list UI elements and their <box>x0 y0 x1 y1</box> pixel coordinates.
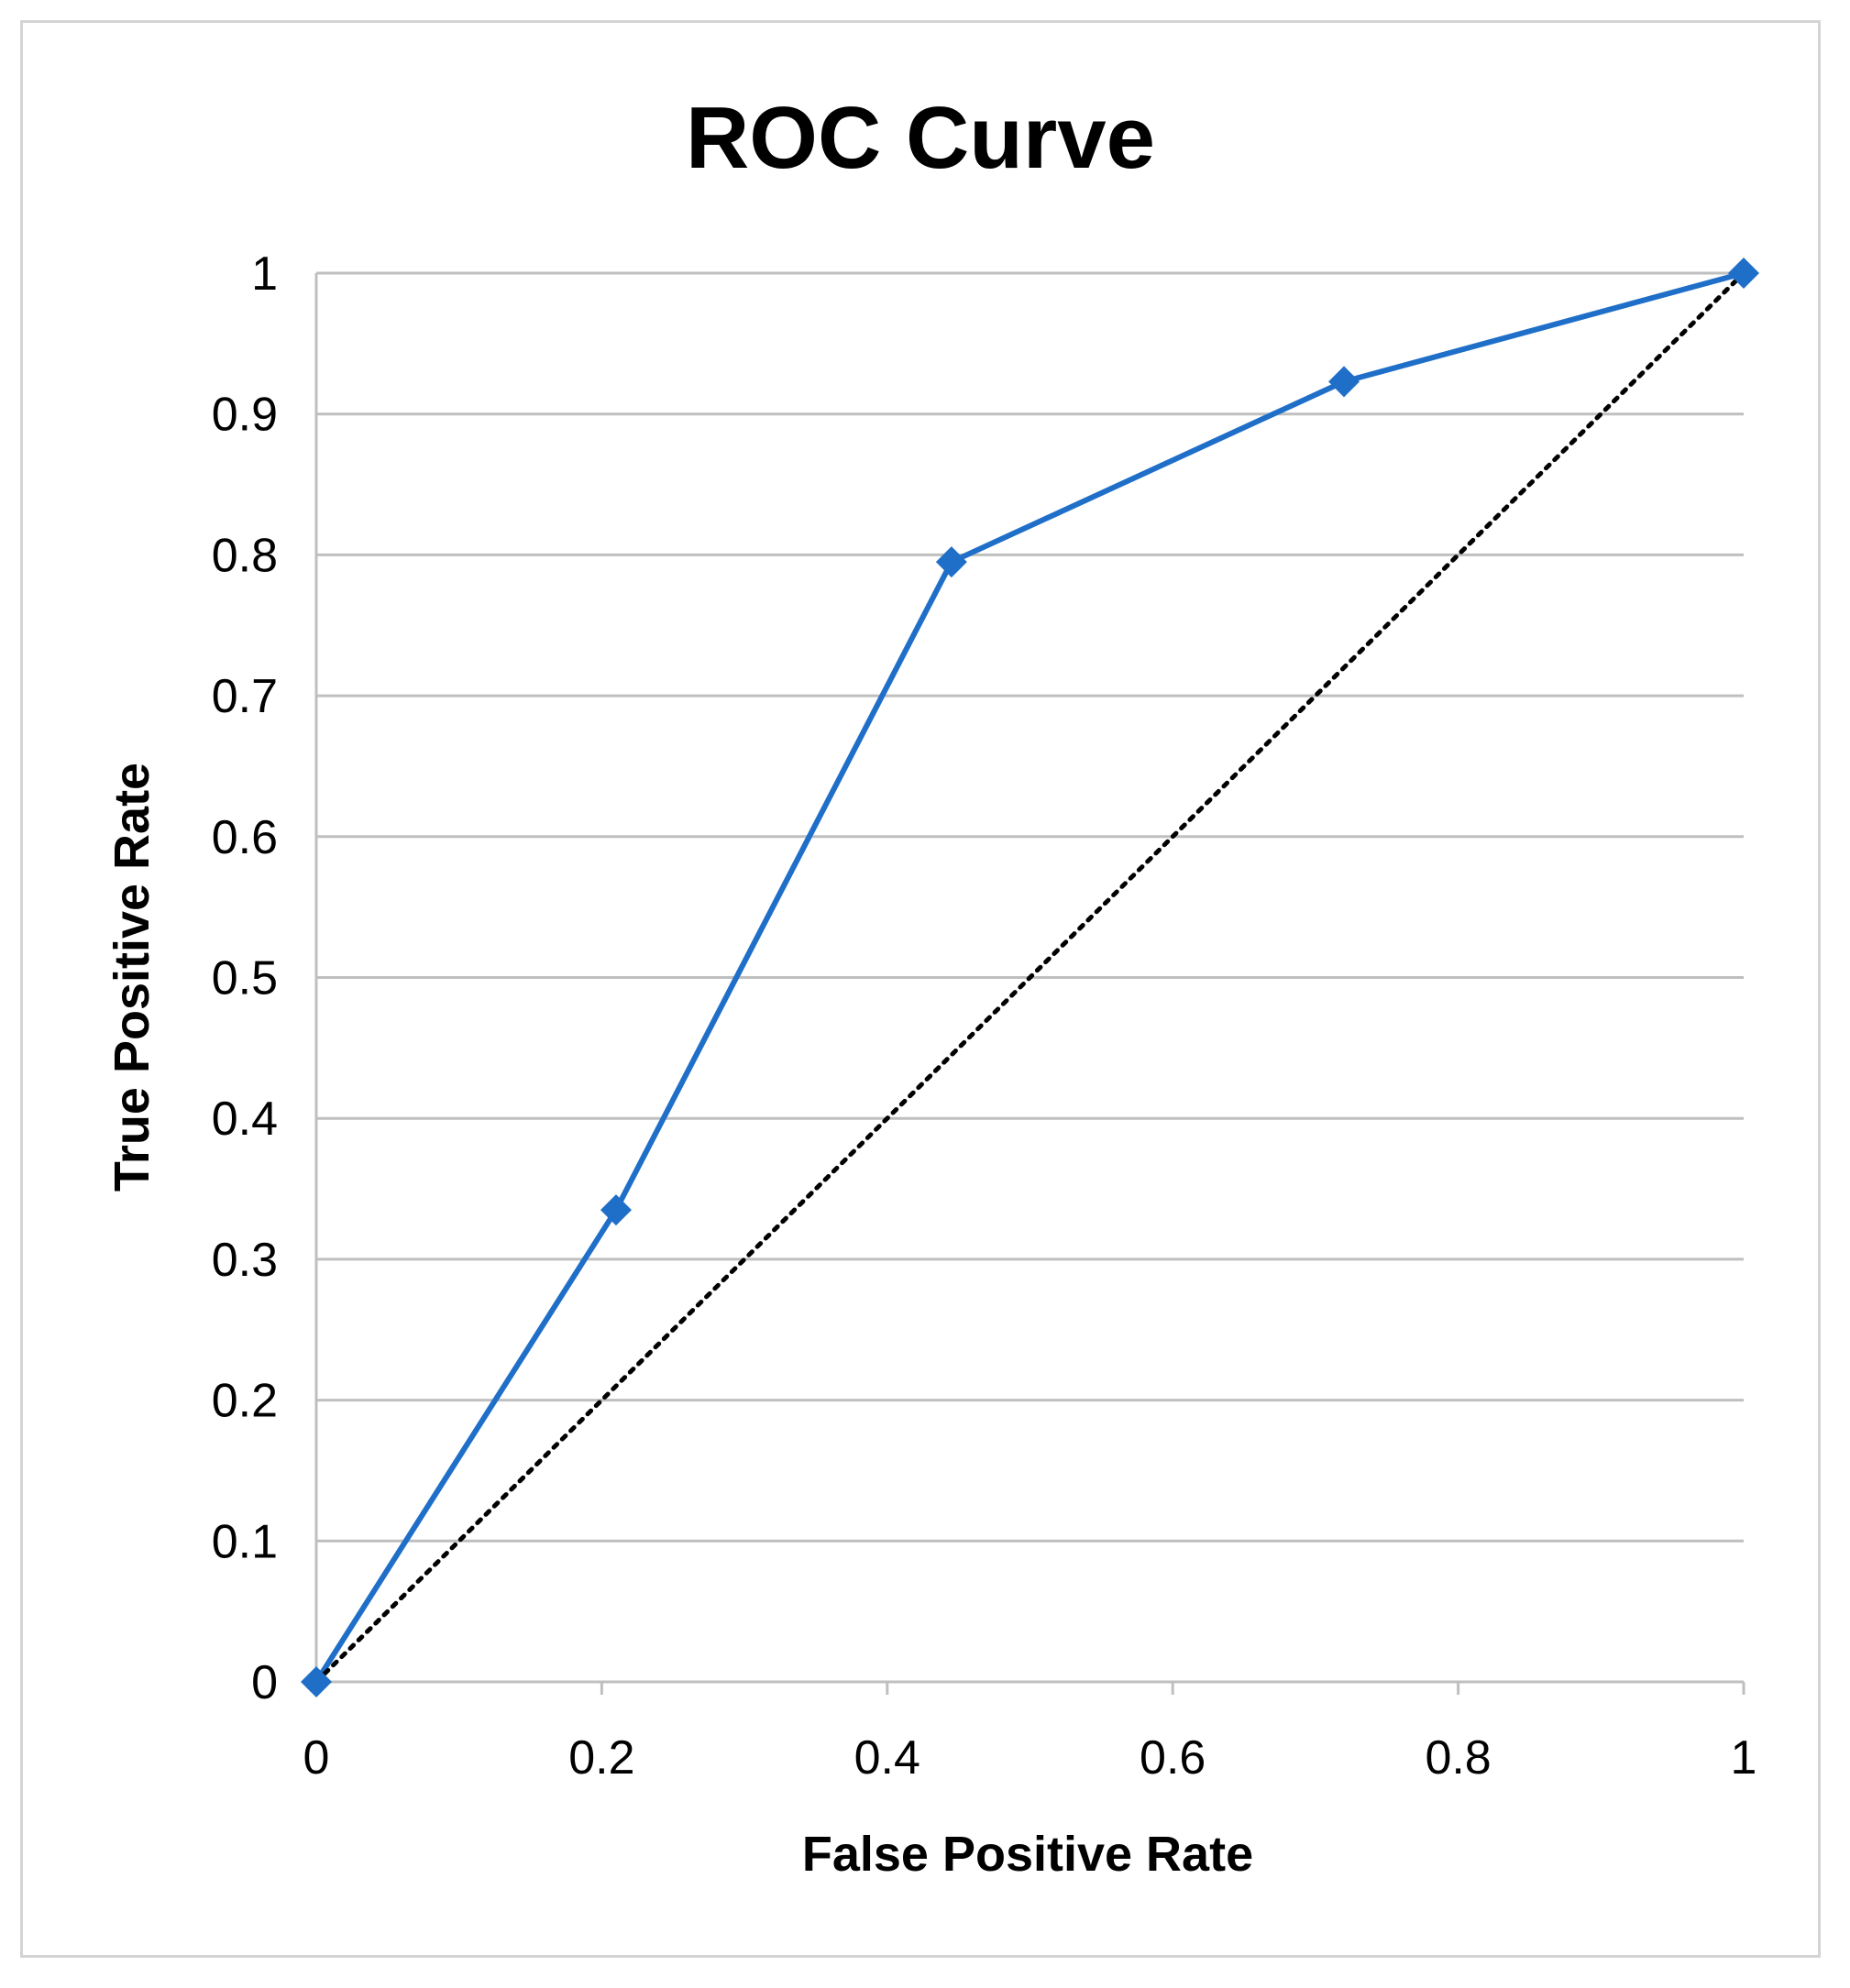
y-tick-label: 0.3 <box>212 1234 278 1287</box>
y-tick-label: 0.1 <box>212 1515 278 1568</box>
y-tick-label: 0.5 <box>212 952 278 1005</box>
roc-point-marker <box>600 1194 632 1226</box>
roc-point-marker <box>1328 366 1360 398</box>
x-tick-label: 0 <box>303 1731 330 1785</box>
roc-point-marker <box>935 546 967 578</box>
grid-lines <box>316 271 1744 1543</box>
x-tick-label: 0.6 <box>1140 1731 1206 1785</box>
roc-point-marker <box>1728 258 1759 289</box>
series <box>301 258 1759 1697</box>
baseline-diagonal-line <box>314 270 1746 1685</box>
y-tick-label: 0.8 <box>212 529 278 582</box>
x-tick-label: 1 <box>1731 1731 1757 1785</box>
y-tick-label: 0.2 <box>212 1375 278 1428</box>
y-tick-label: 0 <box>251 1656 278 1709</box>
x-tick-label: 0.4 <box>854 1731 920 1785</box>
chart-title: ROC Curve <box>686 89 1155 187</box>
y-tick-label: 1 <box>251 247 278 301</box>
roc-point-marker <box>301 1666 332 1697</box>
y-tick-label: 0.4 <box>212 1093 278 1146</box>
y-axis-label: True Positive Rate <box>105 763 160 1192</box>
y-tick-label: 0.7 <box>212 670 278 723</box>
tick-labels: 0 0.1 0.2 0.3 0.4 0.5 0.6 0.7 0.8 0.9 1 0 0.2 0.4 0.6 0… <box>212 247 1757 1785</box>
y-tick-label: 0.6 <box>212 811 278 864</box>
x-tick-label: 0.2 <box>568 1731 634 1785</box>
y-tick-label: 0.9 <box>212 389 278 442</box>
chart-frame <box>20 20 1821 1958</box>
x-axis-label: False Positive Rate <box>802 1827 1253 1882</box>
x-tick-label: 0.8 <box>1425 1731 1491 1785</box>
